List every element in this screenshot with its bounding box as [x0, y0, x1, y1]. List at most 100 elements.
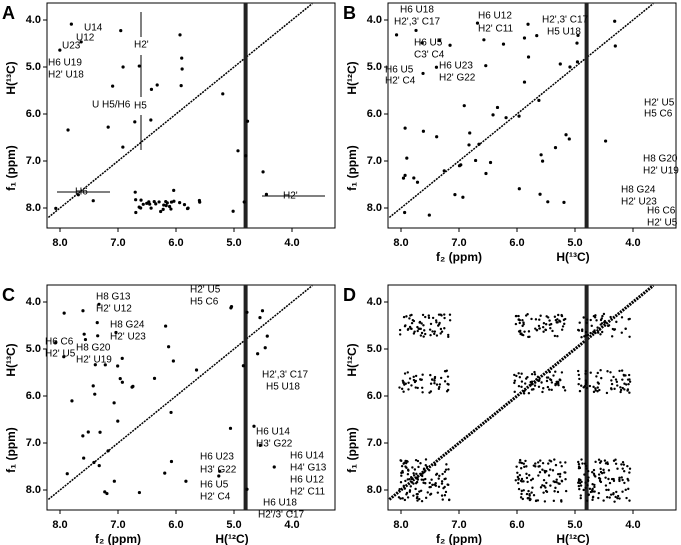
peak	[433, 463, 437, 467]
peak	[422, 335, 425, 338]
peak	[602, 468, 605, 472]
peak	[564, 471, 567, 474]
peak	[169, 207, 173, 211]
peak	[593, 485, 596, 489]
peak	[553, 334, 557, 338]
annotation: H6 U18	[263, 498, 297, 509]
peak	[429, 382, 433, 385]
peak	[402, 315, 406, 319]
peak	[194, 368, 199, 372]
x-tick-label: 5.0	[226, 237, 241, 249]
peak	[552, 499, 556, 503]
panel-label: C	[2, 285, 15, 305]
peak	[91, 384, 95, 388]
peak	[591, 498, 594, 502]
peak	[602, 312, 606, 316]
peak	[410, 481, 414, 484]
peak	[561, 325, 565, 328]
peak	[474, 158, 478, 163]
annotation: H6 U14	[256, 427, 290, 438]
peak	[433, 332, 436, 336]
annotation: U14	[84, 23, 103, 34]
peak	[553, 315, 557, 318]
y-tick-label: 8.0	[367, 484, 382, 496]
peak	[593, 490, 596, 493]
peak	[608, 496, 611, 499]
peak	[622, 470, 626, 473]
peak	[584, 369, 587, 373]
peak	[424, 315, 427, 319]
peak	[425, 465, 429, 469]
peak	[513, 390, 516, 394]
peak	[54, 206, 58, 210]
peak	[419, 378, 423, 382]
peak	[603, 139, 608, 143]
peak	[552, 374, 555, 377]
x-tick-label: 8.0	[52, 237, 67, 249]
peak	[577, 484, 581, 488]
peak	[400, 464, 404, 468]
peak	[603, 459, 607, 462]
peak	[595, 319, 598, 322]
peak	[557, 482, 560, 485]
peak	[437, 387, 441, 391]
peak	[416, 329, 419, 333]
plot-frame	[387, 284, 677, 511]
peak	[424, 464, 427, 467]
peak	[546, 376, 550, 379]
peak	[403, 498, 407, 502]
peak	[555, 478, 558, 481]
peak	[167, 204, 172, 209]
peak	[407, 388, 410, 391]
annotation: H2' C4	[200, 492, 231, 503]
peak	[112, 401, 116, 405]
annotation: C3' C4	[414, 50, 445, 61]
peak	[606, 370, 609, 373]
y-label: f₁ (ppm)	[345, 145, 359, 191]
peak	[421, 472, 424, 475]
peak	[602, 499, 605, 502]
peak	[596, 381, 600, 384]
peak	[567, 137, 571, 141]
peak	[614, 378, 618, 381]
peak	[412, 474, 416, 477]
peak	[562, 385, 565, 389]
peak	[442, 169, 446, 173]
peak	[217, 474, 221, 478]
annotation: H8 G13	[96, 292, 131, 303]
peak	[513, 379, 517, 382]
x-tick-label: 7.0	[110, 237, 125, 249]
peak	[434, 484, 438, 487]
peak	[557, 383, 560, 387]
peak	[133, 190, 137, 194]
peak	[615, 380, 619, 384]
x-label: f₂ (ppm)	[436, 250, 482, 264]
peak	[404, 459, 407, 463]
panel-label: D	[343, 285, 356, 305]
annotation: H6 U12	[290, 475, 324, 486]
y-tick-label: 5.0	[367, 61, 382, 73]
peak	[443, 494, 447, 497]
peak	[534, 462, 537, 465]
peak	[423, 471, 426, 474]
annotation: H2' U5	[644, 98, 675, 109]
peak	[549, 322, 553, 326]
peak	[519, 479, 523, 483]
peak	[578, 466, 582, 470]
peak	[444, 490, 448, 494]
peak	[621, 490, 624, 493]
peak	[420, 499, 424, 503]
peak	[437, 313, 441, 316]
x-nucleus: H(¹²C)	[556, 532, 589, 545]
peak	[589, 371, 592, 374]
peak	[81, 309, 85, 313]
peak	[424, 496, 428, 500]
peak	[609, 315, 612, 319]
peak	[554, 486, 557, 490]
peak	[419, 334, 423, 337]
peak	[415, 180, 420, 184]
peak	[517, 114, 521, 118]
peak	[576, 328, 580, 332]
peak	[434, 319, 438, 322]
peak	[404, 461, 408, 465]
